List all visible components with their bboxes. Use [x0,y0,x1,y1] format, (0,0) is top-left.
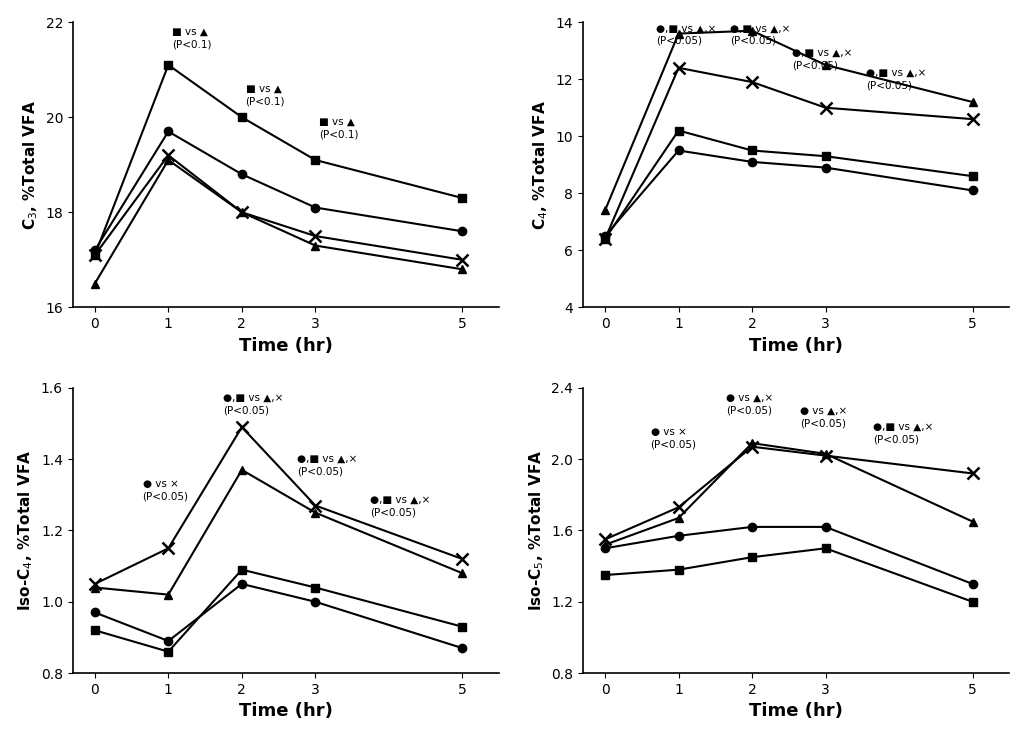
Text: ●,■ vs ▲,×
(P<0.05): ●,■ vs ▲,× (P<0.05) [370,495,431,517]
Text: ● vs ×
(P<0.05): ● vs × (P<0.05) [143,479,189,501]
Text: ■ vs ▲
(P<0.1): ■ vs ▲ (P<0.1) [245,84,285,106]
X-axis label: Time (hr): Time (hr) [239,702,332,720]
Y-axis label: Iso-C$_5$, %Total VFA: Iso-C$_5$, %Total VFA [527,450,546,611]
X-axis label: Time (hr): Time (hr) [239,337,332,354]
Text: ● vs ▲,×
(P<0.05): ● vs ▲,× (P<0.05) [726,394,774,416]
Text: ●,■ vs ▲,×
(P<0.05): ●,■ vs ▲,× (P<0.05) [224,394,284,416]
Text: ●,■ vs ▲,×
(P<0.05): ●,■ vs ▲,× (P<0.05) [731,24,790,46]
Text: ●,■ vs ▲,×
(P<0.05): ●,■ vs ▲,× (P<0.05) [297,454,357,476]
Text: ● vs ▲,×
(P<0.05): ● vs ▲,× (P<0.05) [800,405,847,428]
Text: ● vs ×
(P<0.05): ● vs × (P<0.05) [650,427,697,450]
Text: ●,■ vs ▲,×
(P<0.05): ●,■ vs ▲,× (P<0.05) [866,68,926,90]
Text: ■ vs ▲
(P<0.1): ■ vs ▲ (P<0.1) [319,117,358,139]
Y-axis label: Iso-C$_4$, %Total VFA: Iso-C$_4$, %Total VFA [16,450,35,611]
Text: ■ vs ▲
(P<0.1): ■ vs ▲ (P<0.1) [172,27,211,49]
X-axis label: Time (hr): Time (hr) [749,702,843,720]
X-axis label: Time (hr): Time (hr) [749,337,843,354]
Y-axis label: C$_3$, %Total VFA: C$_3$, %Total VFA [22,99,40,230]
Text: ●,■ vs ▲,×
(P<0.05): ●,■ vs ▲,× (P<0.05) [792,48,853,70]
Text: ●,■ vs ▲,×
(P<0.05): ●,■ vs ▲,× (P<0.05) [657,24,717,46]
Text: ●,■ vs ▲,×
(P<0.05): ●,■ vs ▲,× (P<0.05) [873,422,934,444]
Y-axis label: C$_4$, %Total VFA: C$_4$, %Total VFA [531,99,550,230]
